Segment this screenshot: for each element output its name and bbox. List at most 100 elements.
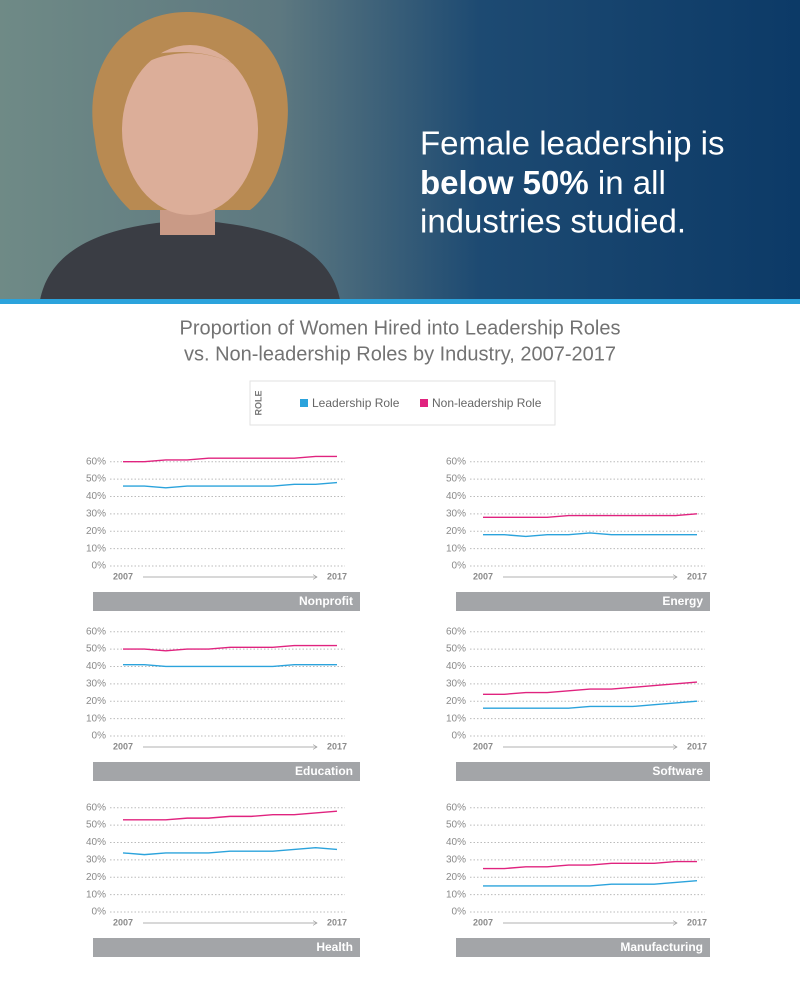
data-line — [123, 644, 337, 652]
banner-stripe — [0, 299, 800, 304]
y-tick-label: 60% — [86, 456, 106, 467]
y-tick-label: 10% — [446, 889, 466, 900]
data-line — [483, 880, 698, 887]
y-tick-label: 0% — [452, 907, 467, 918]
y-tick-label: 20% — [86, 696, 106, 707]
data-line — [483, 681, 698, 695]
y-tick-label: 50% — [86, 820, 106, 831]
industry-label: Energy — [662, 594, 703, 608]
x-tick-label: 2007 — [113, 917, 133, 927]
y-tick-label: 30% — [446, 508, 466, 519]
legend-label: Leadership Role — [312, 396, 400, 410]
y-tick-label: 10% — [446, 543, 466, 554]
line-chart: 0% 10% 20% 30% 40% 50% 60% 2007 2017 Manufacturin… — [446, 802, 710, 957]
y-tick-label: 0% — [92, 561, 107, 572]
industry-label: Manufacturing — [620, 940, 703, 954]
y-tick-label: 30% — [446, 678, 466, 689]
y-tick-label: 0% — [452, 561, 467, 572]
y-tick-label: 40% — [86, 837, 106, 848]
legend-title: ROLE — [253, 390, 263, 415]
x-tick-label: 2017 — [327, 917, 347, 927]
x-tick-label: 2017 — [687, 741, 707, 751]
legend-label: Non-leadership Role — [432, 396, 542, 410]
y-tick-label: 40% — [446, 491, 466, 502]
data-line — [123, 810, 338, 821]
y-tick-label: 0% — [92, 907, 107, 918]
charts: 0% 10% 20% 30% 40% 50% 60% 2007 2017 Nonprofit 0% 1… — [86, 455, 710, 957]
data-line — [483, 860, 697, 870]
y-tick-label: 20% — [446, 872, 466, 883]
industry-label: Health — [316, 940, 353, 954]
line-chart: 0% 10% 20% 30% 40% 50% 60% 2007 2017 Software — [446, 626, 710, 781]
y-tick-label: 20% — [86, 526, 106, 537]
y-tick-label: 50% — [86, 474, 106, 485]
y-tick-label: 40% — [86, 661, 106, 672]
banner-line: industries studied. — [420, 203, 686, 240]
data-line — [483, 513, 698, 519]
x-tick-label: 2017 — [327, 571, 347, 581]
x-tick-label: 2017 — [687, 571, 707, 581]
industry-bar — [456, 938, 710, 957]
line-chart: 0% 10% 20% 30% 40% 50% 60% 2007 2017 Nonprofit — [86, 455, 360, 611]
y-tick-label: 40% — [446, 661, 466, 672]
y-tick-label: 20% — [86, 872, 106, 883]
y-tick-label: 50% — [86, 644, 106, 655]
y-tick-label: 40% — [86, 491, 106, 502]
y-tick-label: 50% — [446, 474, 466, 485]
banner-line: Female leadership is — [420, 125, 724, 162]
portrait — [40, 11, 340, 300]
industry-bar — [93, 592, 360, 611]
y-tick-label: 40% — [446, 837, 466, 848]
y-tick-label: 20% — [446, 696, 466, 707]
line-chart: 0% 10% 20% 30% 40% 50% 60% 2007 2017 Energy — [446, 456, 710, 611]
x-tick-label: 2007 — [473, 571, 493, 581]
chart-title: Proportion of Women Hired into Leadershi… — [180, 317, 621, 339]
y-tick-label: 0% — [92, 731, 107, 742]
industry-bar — [456, 762, 710, 781]
x-tick-label: 2007 — [113, 571, 133, 581]
line-chart: 0% 10% 20% 30% 40% 50% 60% 2007 2017 Education — [86, 626, 360, 781]
industry-bar — [93, 938, 360, 957]
industry-bar — [93, 762, 360, 781]
banner-line: below 50% in all — [420, 164, 666, 201]
y-tick-label: 30% — [86, 508, 106, 519]
y-tick-label: 10% — [446, 713, 466, 724]
y-tick-label: 30% — [446, 854, 466, 865]
industry-bar — [456, 592, 710, 611]
data-line — [123, 455, 337, 463]
x-tick-label: 2017 — [327, 741, 347, 751]
y-tick-label: 50% — [446, 644, 466, 655]
data-line — [122, 846, 338, 856]
y-tick-label: 30% — [86, 854, 106, 865]
chart-title: vs. Non-leadership Roles by Industry, 20… — [184, 343, 616, 365]
y-tick-label: 60% — [446, 802, 466, 813]
data-line — [123, 481, 338, 489]
y-tick-label: 60% — [86, 626, 106, 637]
y-tick-label: 60% — [446, 456, 466, 467]
legend-swatch — [420, 399, 428, 407]
x-tick-label: 2017 — [687, 917, 707, 927]
legend-swatch — [300, 399, 308, 407]
data-line — [483, 700, 698, 709]
banner-text: in all — [598, 164, 666, 201]
y-tick-label: 60% — [86, 802, 106, 813]
industry-label: Nonprofit — [299, 594, 353, 608]
x-tick-label: 2007 — [113, 741, 133, 751]
industry-label: Software — [652, 764, 703, 778]
y-tick-label: 30% — [86, 678, 106, 689]
data-line — [123, 664, 337, 668]
y-tick-label: 60% — [446, 626, 466, 637]
legend: Leadership Role Non-leadership Role — [300, 396, 542, 410]
banner-bold: below 50% — [420, 164, 589, 201]
y-tick-label: 10% — [86, 543, 106, 554]
line-chart: 0% 10% 20% 30% 40% 50% 60% 2007 2017 Health — [86, 802, 360, 957]
y-tick-label: 20% — [446, 526, 466, 537]
y-tick-label: 0% — [452, 731, 467, 742]
x-tick-label: 2007 — [473, 917, 493, 927]
y-tick-label: 10% — [86, 713, 106, 724]
x-tick-label: 2007 — [473, 741, 493, 751]
industry-label: Education — [295, 764, 353, 778]
y-tick-label: 10% — [86, 889, 106, 900]
data-line — [483, 532, 697, 538]
